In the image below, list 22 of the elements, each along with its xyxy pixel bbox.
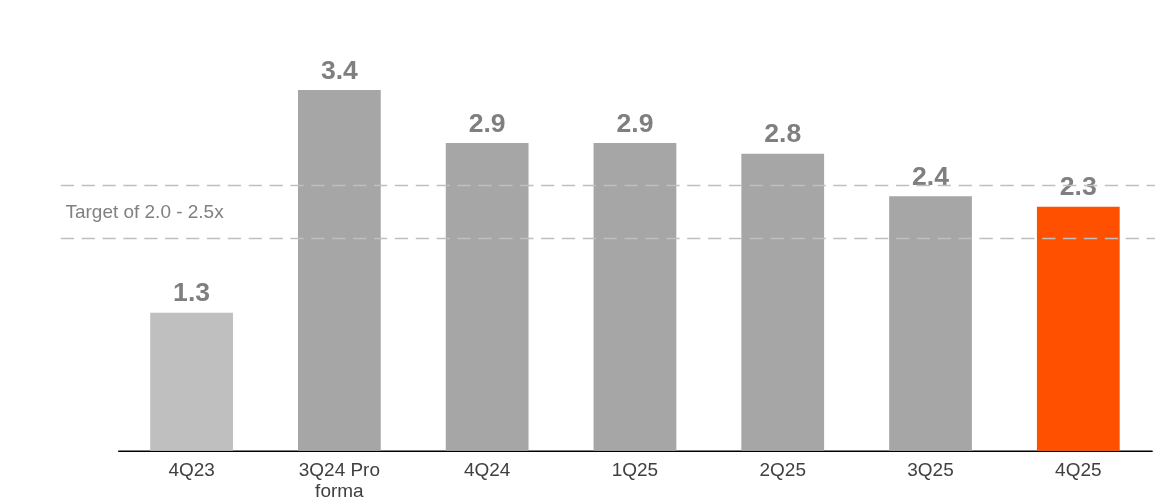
x-tick-label: 4Q25 (1055, 458, 1102, 480)
data-label: 2.4 (912, 160, 950, 191)
x-tick-label: 4Q23 (168, 458, 215, 480)
bar (889, 196, 972, 451)
data-label: 2.9 (468, 107, 506, 138)
x-tick-label: 4Q24 (463, 458, 511, 480)
data-label: 2.9 (616, 107, 654, 138)
data-label: 3.4 (320, 54, 359, 85)
bar (593, 143, 677, 451)
x-tick-label: 1Q25 (611, 458, 659, 480)
bar (150, 312, 233, 451)
bar (297, 90, 381, 451)
data-label: 2.8 (764, 118, 802, 149)
bar (741, 153, 825, 451)
x-tick-label: 3Q24 Pro forma (298, 458, 380, 501)
bar (445, 143, 529, 451)
data-label: 2.3 (1059, 171, 1097, 202)
bar (1036, 206, 1120, 451)
x-tick-label: 2Q25 (759, 458, 806, 480)
data-label: 1.3 (173, 277, 211, 308)
x-tick-label: 3Q25 (907, 458, 954, 480)
annotation: Target of 2.0 - 2.5x (65, 200, 225, 222)
